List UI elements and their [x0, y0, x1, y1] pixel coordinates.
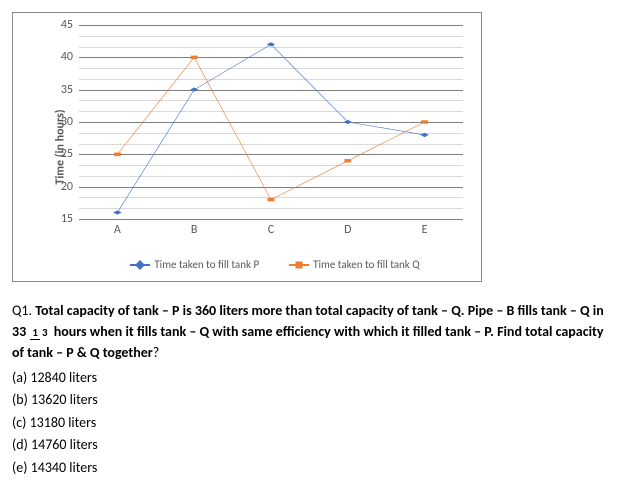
x-tick-label: D	[344, 223, 351, 237]
y-tick-label: 15	[61, 212, 73, 226]
options-list: (a) 12840 liters(b) 13620 liters(c) 1318…	[12, 367, 617, 479]
option: (b) 13620 liters	[12, 389, 617, 411]
question-block: Q1. Total capacity of tank – P is 360 li…	[12, 300, 617, 479]
x-tick-label: A	[114, 223, 121, 237]
option: (d) 14760 liters	[12, 434, 617, 456]
option: (a) 12840 liters	[12, 367, 617, 389]
legend-item: Time taken to fill tank P	[130, 258, 259, 271]
option: (e) 14340 liters	[12, 457, 617, 479]
y-tick-label: 40	[61, 50, 73, 64]
y-tick-label: 35	[61, 83, 73, 97]
x-tick-label: C	[268, 223, 274, 237]
time-chart: Time (in hours) 15202530354045ABCDE Time…	[12, 12, 482, 282]
fraction: 13	[30, 327, 49, 338]
legend-item: Time taken to fill tank Q	[289, 258, 420, 271]
x-tick-label: E	[422, 223, 428, 237]
y-tick-label: 25	[61, 147, 73, 161]
y-tick-label: 20	[61, 180, 73, 194]
question-number: Q1.	[12, 302, 32, 319]
chart-legend: Time taken to fill tank P Time taken to f…	[79, 258, 471, 271]
option: (c) 13180 liters	[12, 412, 617, 434]
question-text-2: hours when it fills tank – Q with same e…	[12, 323, 604, 361]
y-tick-label: 45	[61, 18, 73, 32]
y-tick-label: 30	[61, 115, 73, 129]
x-tick-label: B	[191, 223, 198, 237]
